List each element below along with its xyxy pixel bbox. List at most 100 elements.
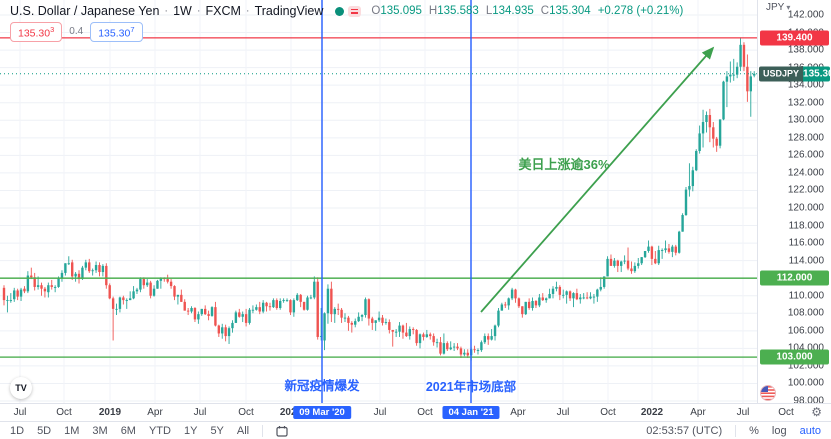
candle-body <box>412 329 415 330</box>
candle-body <box>749 76 752 92</box>
candle-body <box>217 325 221 334</box>
candle-body <box>667 248 671 252</box>
candle-body <box>753 73 756 76</box>
price-axis[interactable]: JPY ▾ 98.000 100.000 102.000 104.000 106.000 1… <box>757 0 831 407</box>
candle-body <box>13 290 16 300</box>
candle-body <box>347 317 350 323</box>
price-level-badge: 112.000 <box>760 270 829 286</box>
sell-price-button[interactable]: 135.303 <box>10 22 63 42</box>
range-button-1d[interactable]: 1D <box>10 424 25 437</box>
log-scale-button[interactable]: log <box>771 424 787 437</box>
price-tick-label: 142.000 <box>787 9 824 21</box>
annotation-2021-market-bottom[interactable]: 2021年市场底部 <box>425 380 517 394</box>
time-tick-label: Jul <box>193 407 207 418</box>
candle-body <box>657 250 660 264</box>
time-tick-label: Oct <box>600 407 616 418</box>
candle-body <box>156 280 159 289</box>
range-button-6m[interactable]: 6M <box>120 424 136 437</box>
price-tick-label: 128.000 <box>787 132 824 144</box>
market-status-icon[interactable] <box>335 6 345 16</box>
candle-body <box>132 291 135 299</box>
candle-body <box>333 308 336 315</box>
candle-body <box>476 350 480 352</box>
candle-body <box>531 300 534 309</box>
candle-body <box>272 300 275 308</box>
candle-body <box>40 285 43 289</box>
candle-body <box>722 81 725 120</box>
candle-body <box>255 307 258 310</box>
candle-body <box>241 314 244 317</box>
candle-body <box>50 285 53 287</box>
chart-canvas[interactable] <box>0 0 757 403</box>
price-scale-currency[interactable]: JPY ▾ <box>766 2 791 13</box>
auto-scale-button[interactable]: auto <box>799 424 821 437</box>
candle-body <box>606 258 609 277</box>
candle-body <box>671 246 674 252</box>
low-value: 134.935 <box>492 5 534 17</box>
gear-icon[interactable]: ⚙ <box>811 405 822 419</box>
candle-body <box>122 297 125 301</box>
candle-body <box>500 304 504 311</box>
annotation-covid-outbreak[interactable]: 新冠疫情爆发 <box>284 379 360 393</box>
range-button-all[interactable]: All <box>236 424 250 437</box>
candle-body <box>565 291 568 295</box>
percent-scale-button[interactable]: % <box>749 424 759 437</box>
range-button-ytd[interactable]: YTD <box>148 424 171 437</box>
candle-body <box>660 250 664 252</box>
candle-body <box>183 301 186 311</box>
clock-utc[interactable]: 02:53:57 (UTC) <box>646 424 723 437</box>
time-tick-label: Oct <box>417 407 433 418</box>
range-button-3m[interactable]: 3M <box>92 424 108 437</box>
range-button-5d[interactable]: 5D <box>37 424 52 437</box>
candle-body <box>504 304 507 306</box>
symbol-title[interactable]: U.S. Dollar / Japanese Yen <box>10 4 160 18</box>
exchange-label[interactable]: FXCM <box>205 4 241 18</box>
candle-body <box>139 279 142 290</box>
candle-body <box>159 278 163 281</box>
candle-body <box>279 300 282 309</box>
interval-label[interactable]: 1W <box>173 4 192 18</box>
range-button-5y[interactable]: 5Y <box>210 424 224 437</box>
time-tick-label: Oct <box>778 407 794 418</box>
trade-panel-icon[interactable] <box>348 5 362 17</box>
tradingview-logo[interactable]: TV <box>10 377 32 399</box>
candle-body <box>193 308 197 320</box>
candle-body <box>98 265 101 273</box>
price-tick-label: 100.000 <box>787 377 824 389</box>
candle-body <box>354 321 357 325</box>
time-event-badge: 04 Jan '21 <box>442 406 500 419</box>
candle-body <box>398 325 401 332</box>
candle-body <box>238 312 241 317</box>
candle-body <box>514 289 517 299</box>
candle-body <box>579 297 582 300</box>
candle-body <box>415 329 418 344</box>
candle-body <box>446 343 449 350</box>
candle-body <box>664 248 667 251</box>
range-button-1y[interactable]: 1Y <box>183 424 198 437</box>
candle-body <box>388 322 391 330</box>
provider-label[interactable]: TradingView <box>254 4 324 18</box>
candle-body <box>620 261 623 266</box>
candle-body <box>691 170 695 187</box>
trend-arrow[interactable] <box>480 46 715 313</box>
candle-body <box>71 262 74 277</box>
time-tick-label: Jul <box>373 407 387 418</box>
candle-body <box>490 336 493 340</box>
candle-body <box>480 342 483 351</box>
candle-body <box>432 336 435 343</box>
time-axis[interactable]: ⚙ Jul Oct 2019 Apr Jul Oct 2020 Jul Oct Apr Jul Oct… <box>0 403 831 421</box>
annotation-gain-36pct[interactable]: 美日上涨逾36% <box>518 157 610 172</box>
candle-body <box>360 315 364 317</box>
candle-body <box>558 286 562 295</box>
time-tick-label: 2020 <box>279 407 303 418</box>
candle-body <box>643 250 647 258</box>
separator: · <box>245 5 250 17</box>
candle-body <box>210 307 214 316</box>
candle-body <box>442 343 446 354</box>
chart-pane[interactable]: U.S. Dollar / Japanese Yen · 1W · FXCM ·… <box>0 0 757 403</box>
candle-body <box>582 297 585 299</box>
buy-price-button[interactable]: 135.307 <box>90 22 143 42</box>
range-button-1m[interactable]: 1M <box>64 424 80 437</box>
go-to-date-icon[interactable] <box>276 425 288 437</box>
candle-body <box>265 302 268 307</box>
